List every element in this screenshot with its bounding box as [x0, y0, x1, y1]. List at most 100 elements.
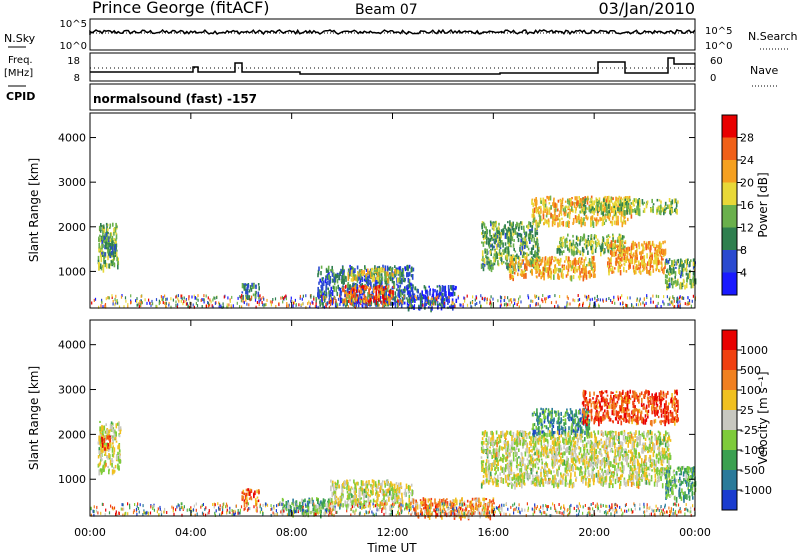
scatter-cell — [529, 265, 531, 268]
scatter-cell — [112, 251, 115, 255]
scatter-cell — [622, 258, 624, 261]
scatter-cell — [611, 251, 614, 257]
scatter-cell — [643, 207, 646, 213]
scatter-cell — [673, 305, 675, 309]
scatter-cell — [366, 299, 368, 302]
scatter-cell — [624, 198, 627, 201]
scatter-cell — [263, 297, 265, 301]
scatter-cell — [384, 299, 386, 303]
scatter-cell — [100, 256, 103, 263]
scatter-cell — [520, 241, 522, 246]
scatter-cell — [292, 304, 294, 308]
scatter-cell — [582, 301, 584, 305]
scatter-cell — [356, 296, 358, 300]
scatter-cell — [563, 213, 566, 217]
scatter-cell — [114, 227, 117, 231]
scatter-cell — [385, 296, 387, 301]
scatter-cell — [657, 245, 659, 248]
scatter-cell — [407, 284, 409, 288]
scatter-cell — [554, 294, 556, 298]
scatter-cell — [553, 259, 555, 263]
scatter-cell — [352, 273, 355, 277]
scatter-cell — [385, 492, 388, 497]
scatter-cell — [135, 299, 137, 303]
scatter-cell — [115, 440, 118, 443]
scatter-cell — [162, 301, 164, 305]
scatter-cell — [614, 301, 616, 305]
scatter-cell — [578, 275, 581, 281]
scatter-cell — [351, 494, 353, 498]
scatter-cell — [692, 272, 695, 276]
scatter-cell — [120, 295, 123, 299]
scatter-cell — [301, 498, 303, 504]
scatter-cell — [304, 511, 306, 518]
scatter-cell — [620, 211, 623, 215]
scatter-cell — [109, 232, 112, 239]
scatter-cell — [486, 236, 488, 241]
scatter-cell — [374, 300, 376, 304]
scatter-cell — [676, 259, 679, 262]
scatter-cell — [526, 266, 528, 271]
scatter-cell — [376, 276, 378, 280]
scatter-cell — [406, 302, 408, 306]
scatter-cell — [207, 301, 209, 304]
scatter-cell — [428, 302, 431, 306]
scatter-cell — [533, 207, 536, 213]
scatter-cell — [429, 300, 431, 304]
scatter-cell — [346, 300, 348, 306]
scatter-cell — [623, 235, 625, 239]
scatter-cell — [537, 296, 540, 300]
scatter-cell — [543, 222, 545, 225]
scatter-cell — [319, 300, 321, 304]
scatter-cell — [493, 234, 496, 238]
scatter-cell — [621, 240, 624, 243]
scatter-cell — [569, 242, 571, 245]
scatter-cell — [638, 208, 641, 212]
scatter-cell — [659, 270, 661, 273]
scatter-cell — [669, 282, 671, 288]
scatter-cell — [532, 244, 535, 250]
scatter-cell — [649, 268, 651, 271]
scatter-cell — [164, 294, 166, 298]
scatter-cell — [524, 267, 527, 271]
scatter-cell — [488, 499, 491, 505]
scatter-cell — [538, 213, 541, 218]
scatter-cell — [331, 265, 333, 272]
scatter-cell — [541, 272, 544, 278]
scatter-cell — [451, 298, 454, 303]
scatter-cell — [608, 236, 611, 239]
scatter-cell — [335, 482, 337, 485]
scatter-cell — [100, 223, 102, 227]
scatter-cell — [103, 238, 106, 244]
scatter-cell — [236, 301, 238, 305]
scatter-cell — [529, 221, 532, 228]
scatter-cell — [580, 260, 582, 265]
scatter-cell — [389, 277, 392, 281]
scatter-cell — [245, 298, 247, 302]
scatter-cell — [396, 484, 399, 490]
scatter-cell — [535, 220, 538, 227]
scatter-cell — [559, 257, 562, 263]
scatter-cell — [627, 258, 630, 263]
scatter-cell — [539, 215, 541, 220]
scatter-cell — [326, 274, 329, 278]
scatter-cell — [516, 303, 518, 307]
scatter-cell — [360, 503, 362, 507]
scatter-cell — [424, 286, 427, 291]
scatter-cell — [301, 297, 303, 301]
scatter-cell — [397, 304, 399, 308]
scatter-cell — [384, 503, 386, 508]
scatter-cell — [539, 211, 541, 215]
scatter-cell — [262, 296, 264, 300]
scatter-cell — [539, 219, 541, 224]
scatter-cell — [559, 218, 561, 221]
scatter-cell — [331, 298, 334, 304]
scatter-cell — [630, 202, 633, 205]
scatter-cell — [441, 298, 443, 304]
scatter-cell — [535, 229, 537, 232]
scatter-cell — [331, 269, 334, 273]
scatter-cell — [376, 267, 379, 272]
scatter-cell — [333, 280, 336, 283]
scatter-cell — [326, 301, 328, 306]
scatter-cell — [618, 247, 620, 250]
